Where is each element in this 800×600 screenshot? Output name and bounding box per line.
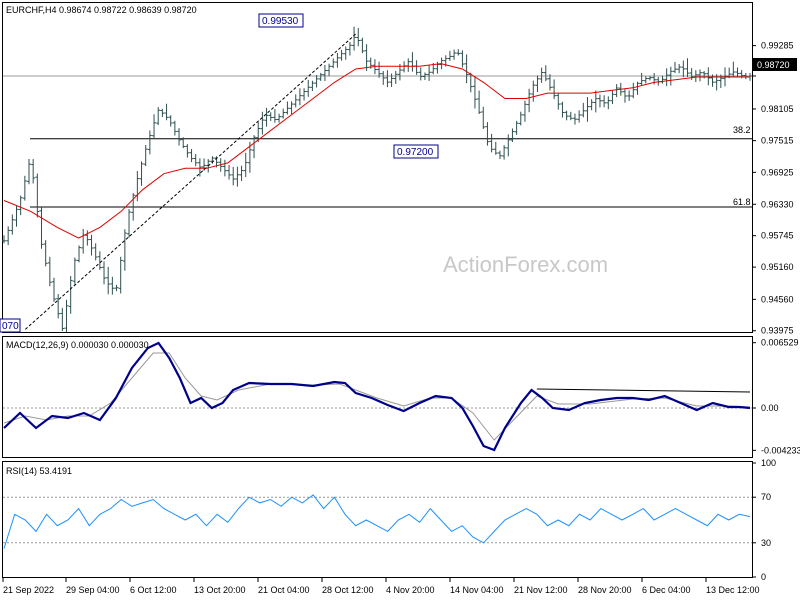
current-price-badge: 0.98720 bbox=[753, 58, 797, 71]
macd-panel bbox=[2, 336, 753, 458]
x-tick-label: 4 Nov 20:00 bbox=[386, 585, 435, 595]
x-tick-label: 28 Nov 20:00 bbox=[578, 585, 632, 595]
price-tick-label: 0.93975 bbox=[761, 326, 794, 336]
price-tick-label: 0.99285 bbox=[761, 41, 794, 51]
fib-382-label: 38.2 bbox=[733, 125, 751, 135]
macd-y-axis: 0.006529 0.00 -0.004233 bbox=[752, 338, 800, 455]
x-axis: 21 Sep 2022 29 Sep 04:00 6 Oct 12:00 13 Oct… bbox=[2, 578, 760, 595]
price-panel-title: EURCHF,H4 0.98674 0.98722 0.98639 0.9872… bbox=[6, 5, 197, 15]
price-tick-label: 0.95160 bbox=[761, 262, 794, 272]
price-tick-label: 0.96925 bbox=[761, 167, 794, 177]
high-label: 0.99530 bbox=[262, 16, 299, 27]
rsi-panel bbox=[2, 461, 753, 578]
x-tick-label: 6 Dec 04:00 bbox=[642, 585, 691, 595]
macd-tick-label: -0.004233 bbox=[761, 445, 800, 455]
rsi-tick-label: 100 bbox=[761, 458, 776, 468]
macd-line bbox=[3, 341, 751, 452]
x-tick-label: 21 Oct 04:00 bbox=[258, 585, 310, 595]
x-tick-label: 21 Sep 2022 bbox=[3, 585, 54, 595]
left-edge-label: 070 bbox=[2, 321, 19, 332]
x-tick-label: 29 Sep 04:00 bbox=[66, 585, 120, 595]
current-price: 0.98720 bbox=[757, 60, 790, 70]
macd-tick-label: 0.00 bbox=[761, 403, 779, 413]
low-label-box: 0.97200 bbox=[393, 144, 439, 159]
x-tick-label: 6 Oct 12:00 bbox=[130, 585, 177, 595]
x-tick-label: 14 Nov 04:00 bbox=[450, 585, 504, 595]
price-tick-label: 0.94560 bbox=[761, 294, 794, 304]
price-candles bbox=[2, 26, 752, 332]
low-label: 0.97200 bbox=[397, 147, 434, 158]
macd-tick-label: 0.006529 bbox=[761, 338, 799, 348]
x-tick-label: 13 Oct 20:00 bbox=[194, 585, 246, 595]
price-tick-label: 0.95745 bbox=[761, 231, 794, 241]
watermark: ActionForex.com bbox=[443, 252, 608, 277]
x-tick-label: 21 Nov 12:00 bbox=[514, 585, 568, 595]
price-y-axis: 0.99285 0.98105 0.97515 0.96925 0.96330 0.957… bbox=[752, 41, 794, 336]
price-panel bbox=[2, 2, 753, 333]
price-tick-label: 0.97515 bbox=[761, 136, 794, 146]
rsi-panel-title: RSI(14) 53.4191 bbox=[6, 466, 72, 476]
fib-618-label: 61.8 bbox=[733, 197, 751, 207]
moving-average-line bbox=[3, 63, 750, 239]
rsi-line bbox=[3, 494, 751, 549]
trend-line bbox=[24, 33, 357, 330]
x-tick-label: 28 Oct 12:00 bbox=[322, 585, 374, 595]
x-tick-label: 13 Dec 12:00 bbox=[706, 585, 760, 595]
macd-resistance-line bbox=[536, 388, 751, 393]
rsi-tick-label: 0 bbox=[761, 572, 766, 582]
rsi-tick-label: 70 bbox=[761, 492, 771, 502]
macd-panel-title: MACD(12,26,9) 0.000030 0.000030 bbox=[6, 340, 149, 350]
high-label-box: 0.99530 bbox=[258, 13, 304, 28]
price-tick-label: 0.96330 bbox=[761, 199, 794, 209]
left-edge-label-box: 070 bbox=[0, 318, 21, 333]
rsi-tick-label: 30 bbox=[761, 538, 771, 548]
price-tick-label: 0.98105 bbox=[761, 104, 794, 114]
rsi-y-axis: 100 70 30 0 bbox=[752, 458, 776, 582]
